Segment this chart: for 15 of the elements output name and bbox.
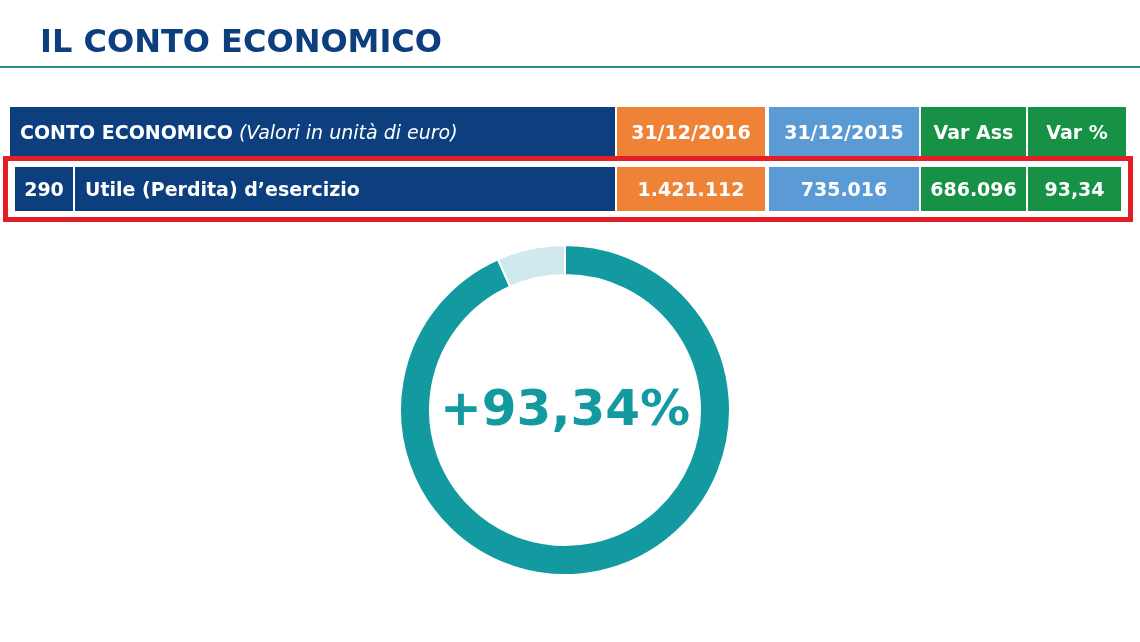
text: +93,34% [439,379,691,437]
text: CONTO ECONOMICO [20,121,233,143]
text: Var Ass [933,121,1014,143]
text: 93,34 [1044,178,1105,200]
text: IL CONTO ECONOMICO [40,22,443,60]
text: 686.096 [930,178,1017,200]
text: Utile (Perdita) d’esercizio [85,178,360,200]
text: (Valori in unità di euro) [238,121,458,143]
text: 31/12/2015 [784,121,904,143]
text: 31/12/2016 [631,121,751,143]
text: 735.016 [800,178,888,200]
text: 290 [24,178,64,200]
text: 1.421.112 [637,178,745,200]
donut-slice [399,244,731,576]
text: Var % [1046,121,1108,143]
